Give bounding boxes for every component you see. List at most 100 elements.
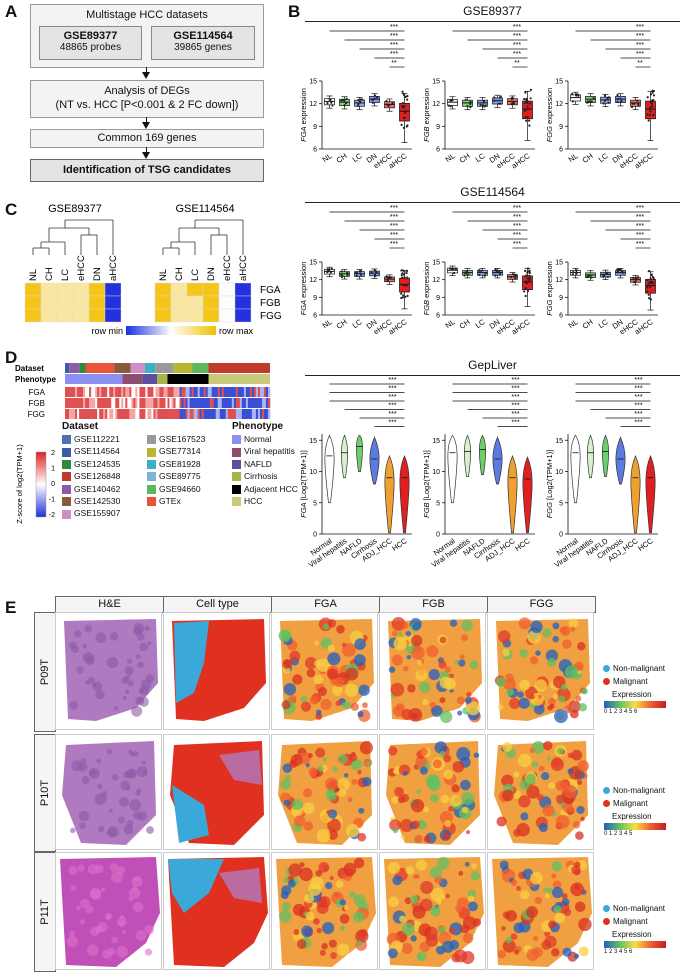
expression-spot [337, 778, 349, 790]
data-point [525, 98, 527, 100]
sig-label: *** [513, 42, 521, 49]
phenotype-bar [122, 374, 142, 384]
heatmap-row-label: FGA [260, 285, 281, 296]
expression-cell [238, 387, 240, 397]
sig-label: *** [634, 377, 642, 384]
he-texture [70, 828, 76, 834]
expression-spot [516, 886, 521, 891]
expression-spot [328, 619, 336, 627]
legend-label: NAFLD [244, 459, 272, 469]
x-tick-label: LC [474, 317, 487, 330]
he-texture [92, 681, 102, 691]
expression-cell [222, 409, 224, 419]
expression-spot [284, 683, 296, 695]
expression-spot [549, 704, 554, 709]
he-texture [106, 913, 113, 920]
data-point [484, 275, 486, 277]
y-tick-label: 15 [555, 438, 563, 445]
expression-spot [564, 705, 573, 714]
tissue-p10t-fgg [487, 734, 594, 850]
expression-spot [308, 753, 313, 758]
dataset-legend-item: GSE94660 [147, 484, 237, 496]
dataset-bar [69, 363, 79, 373]
expression-spot [422, 699, 428, 705]
he-texture [137, 661, 144, 668]
he-texture [136, 654, 141, 659]
data-point [606, 272, 608, 274]
y-tick-label: 6 [313, 313, 317, 320]
expression-cell [101, 409, 103, 419]
expression-cell [125, 387, 127, 397]
expression-cell [234, 409, 236, 419]
expression-cell [188, 387, 190, 397]
expression-spot [502, 742, 512, 752]
dataset-name: GSE89377 [40, 30, 141, 42]
expression-cell [262, 398, 264, 408]
expression-cell [161, 387, 163, 397]
expression-cell [145, 409, 147, 419]
expression-cell [216, 398, 218, 408]
sig-label: *** [388, 386, 396, 393]
data-point [608, 96, 610, 98]
legend-dot-icon [603, 678, 610, 685]
expression-spot [513, 829, 521, 837]
common-box: Common 169 genes [30, 129, 264, 148]
y-axis-label: FGA expression [299, 262, 308, 316]
y-tick-label: 9 [559, 295, 563, 302]
expression-spot [430, 866, 442, 878]
data-point [401, 277, 403, 279]
data-point [345, 102, 347, 104]
sig-label: *** [513, 214, 521, 221]
expression-cell [149, 387, 151, 397]
data-point [527, 277, 529, 279]
expression-cell [254, 409, 256, 419]
heatmap-cell [171, 296, 187, 309]
expression-spot [336, 880, 344, 888]
expression-spot [284, 800, 291, 807]
data-point [390, 276, 392, 278]
heatmap-cell [187, 309, 203, 322]
row-header: P11T [34, 852, 56, 972]
expression-spot [411, 799, 424, 812]
expression-cell [137, 387, 139, 397]
tissue-p10t-fgb [379, 734, 486, 850]
expression-spot [565, 665, 578, 678]
expression-cell [190, 409, 192, 419]
expression-spot [336, 701, 341, 706]
tissue-p09t-fga [271, 612, 378, 730]
row-label-gene: FGA [29, 388, 46, 397]
phenotype-bar [157, 374, 167, 384]
he-texture [116, 866, 125, 875]
data-point [498, 270, 500, 272]
data-point [401, 91, 403, 93]
expression-cell [252, 409, 254, 419]
he-texture [82, 776, 90, 784]
expression-spot [317, 902, 329, 914]
violin-hcc [400, 456, 409, 533]
expression-cell [67, 398, 69, 408]
expression-cell [186, 409, 188, 419]
data-point [469, 103, 471, 105]
data-point [330, 271, 332, 273]
expression-cell [214, 409, 216, 419]
he-texture [142, 761, 146, 765]
expression-cell [204, 409, 206, 419]
expression-cell [115, 409, 117, 419]
dataset-legend-item: GSE114564 [62, 446, 157, 458]
he-texture [114, 706, 118, 710]
zscore-tick: 2 [51, 450, 55, 457]
expression-cell [254, 398, 256, 408]
expression-spot [548, 921, 556, 929]
expression-cell [246, 387, 248, 397]
expression-spot [555, 912, 566, 923]
expression-cell [236, 409, 238, 419]
expression-spot [500, 860, 509, 869]
expression-cell [190, 398, 192, 408]
expression-cell [248, 387, 250, 397]
expression-spot [388, 862, 400, 874]
expression-spot [575, 696, 581, 702]
expression-cell [129, 409, 131, 419]
boxplot-fgb: 151296FGB expressionNL CH LC DNeHCCaHCC****… [422, 24, 535, 170]
expression-cell [260, 409, 262, 419]
expression-spot [440, 677, 452, 689]
